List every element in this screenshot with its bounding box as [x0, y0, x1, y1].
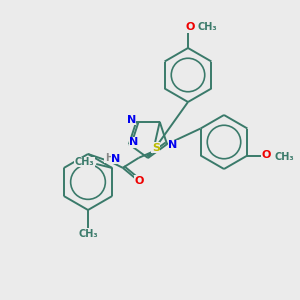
- Text: CH₃: CH₃: [197, 22, 217, 32]
- Text: CH₃: CH₃: [78, 229, 98, 239]
- Text: CH₃: CH₃: [75, 157, 94, 167]
- Text: N: N: [111, 154, 120, 164]
- Text: O: O: [134, 176, 143, 186]
- Text: O: O: [262, 151, 271, 160]
- Text: N: N: [127, 115, 136, 125]
- Text: CH₃: CH₃: [274, 152, 294, 161]
- Text: N: N: [129, 137, 139, 147]
- Text: H: H: [105, 153, 113, 163]
- Text: S: S: [152, 143, 160, 153]
- Text: O: O: [185, 22, 195, 32]
- Text: N: N: [168, 140, 178, 150]
